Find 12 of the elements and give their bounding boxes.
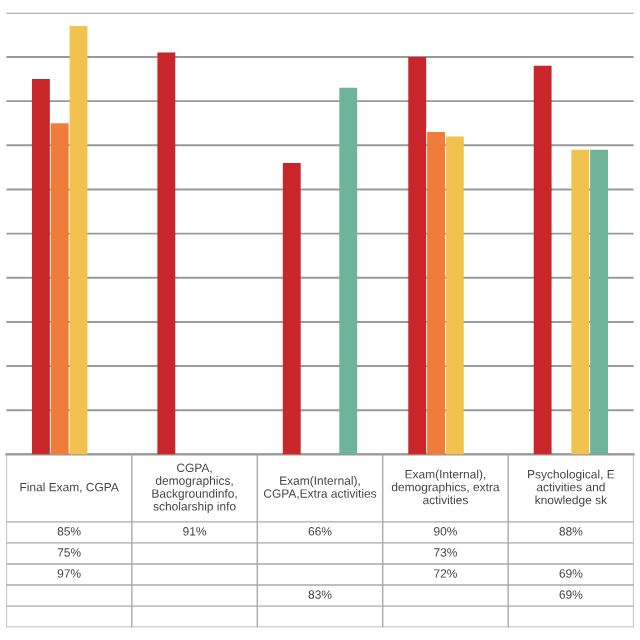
bar [31,79,50,455]
bar [157,52,176,455]
bar [69,26,88,455]
bar [427,132,445,455]
bar [50,123,69,455]
bar [445,136,464,455]
bar [571,149,590,455]
bar [282,162,301,455]
bar [590,149,609,455]
bar [339,87,358,455]
bar [408,56,427,455]
bar [533,65,552,455]
